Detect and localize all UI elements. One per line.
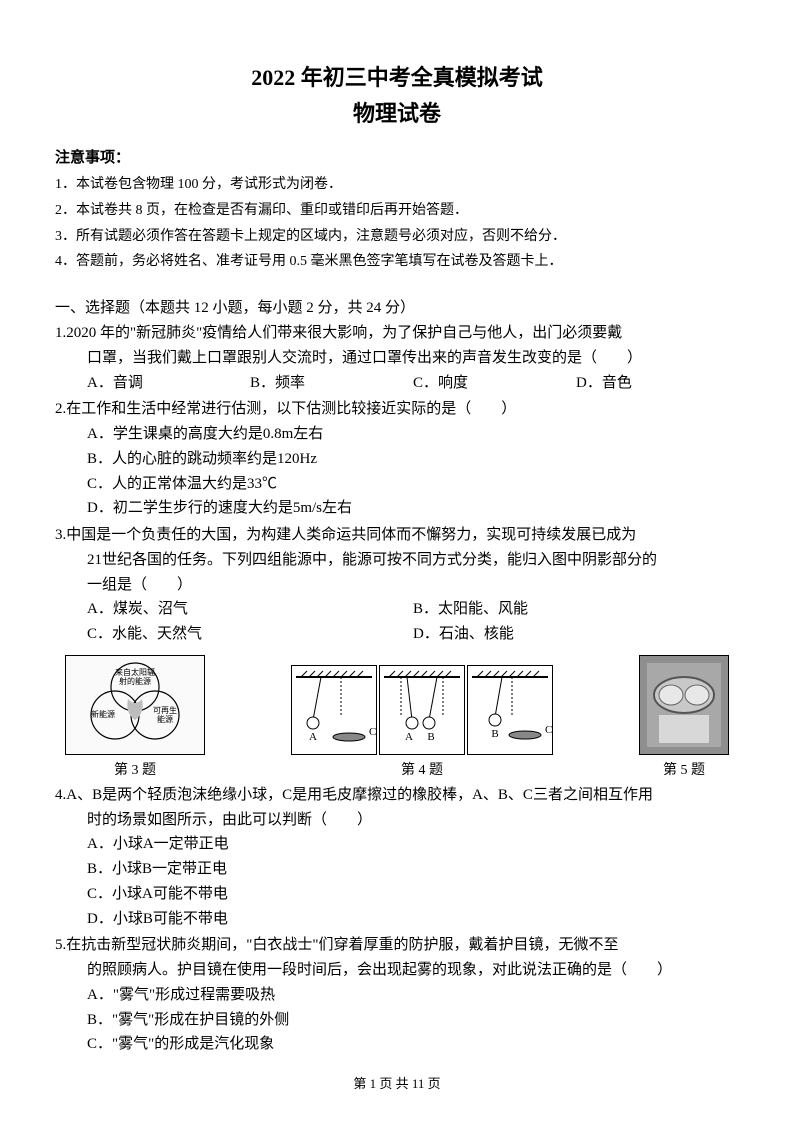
svg-text:B: B	[491, 728, 498, 740]
q4-stem-cont: 时的场景如图所示，由此可以判断（ ）	[55, 808, 739, 833]
figure-4: A C A B	[291, 665, 553, 779]
q5-stem-cont: 的照顾病人。护目镜在使用一段时间后，会出现起雾的现象，对此说法正确的是（ ）	[55, 958, 739, 983]
q2-option-c: C．人的正常体温大约是33℃	[55, 472, 739, 497]
pendulum-panels: A C A B	[291, 665, 553, 755]
pendulum-panel-3: B C	[467, 665, 553, 755]
q1-option-b: B．频率	[250, 371, 413, 396]
notice-item: 1．本试卷包含物理 100 分，考试形式为闭卷．	[55, 173, 739, 197]
figure-3: 来自太阳辐 射的能源 新能源 可再生 能源 第 3 题	[65, 655, 205, 779]
q3-option-c: C．水能、天然气	[87, 622, 413, 647]
svg-text:能源: 能源	[157, 714, 173, 724]
q2-stem: 2.在工作和生活中经常进行估测，以下估测比较接近实际的是（ ）	[55, 397, 739, 422]
page-footer: 第 1 页 共 11 页	[0, 1073, 794, 1092]
svg-text:C: C	[369, 726, 376, 738]
q4-option-b: B．小球B一定带正电	[55, 857, 739, 882]
q2-option-b: B．人的心脏的跳动频率约是120Hz	[55, 447, 739, 472]
q3-option-d: D．石油、核能	[413, 622, 739, 647]
venn-diagram-icon: 来自太阳辐 射的能源 新能源 可再生 能源	[65, 655, 205, 755]
notice-item: 2．本试卷共 8 页，在检查是否有漏印、重印或错印后再开始答题．	[55, 199, 739, 223]
q1-option-d: D．音色	[576, 371, 739, 396]
q4-option-c: C．小球A可能不带电	[55, 882, 739, 907]
venn-label-3: 可再生	[153, 705, 177, 715]
goggles-photo-icon	[639, 655, 729, 755]
figure-3-caption: 第 3 题	[114, 759, 156, 779]
q3-stem-cont2: 一组是（ ）	[55, 573, 739, 598]
q4-option-d: D．小球B可能不带电	[55, 907, 739, 932]
q4-stem: 4.A、B是两个轻质泡沫绝缘小球，C是用毛皮摩擦过的橡胶棒，A、B、C三者之间相…	[55, 783, 739, 808]
pendulum-panel-1: A C	[291, 665, 377, 755]
q1-stem: 1.2020 年的"新冠肺炎"疫情给人们带来很大影响，为了保护自己与他人，出门必…	[55, 321, 739, 346]
figure-4-caption: 第 4 题	[401, 759, 443, 779]
notice-item: 4．答题前，务必将姓名、准考证号用 0.5 毫米黑色签字笔填写在试卷及答题卡上．	[55, 250, 739, 274]
q3-option-a: A．煤炭、沼气	[87, 597, 413, 622]
figures-row: 来自太阳辐 射的能源 新能源 可再生 能源 第 3 题 A	[55, 655, 739, 779]
q3-stem-cont1: 21世纪各国的任务。下列四组能源中，能源可按不同方式分类，能归入图中阴影部分的	[55, 548, 739, 573]
figure-5: 第 5 题	[639, 655, 729, 779]
q1-option-a: A．音调	[87, 371, 250, 396]
q1-option-c: C．响度	[413, 371, 576, 396]
svg-text:C: C	[545, 724, 552, 736]
notice-item: 3．所有试题必须作答在答题卡上规定的区域内，注意题号必须对应，否则不给分．	[55, 225, 739, 249]
svg-text:A: A	[309, 731, 317, 743]
figure-5-caption: 第 5 题	[663, 759, 705, 779]
main-title: 2022 年初三中考全真模拟考试	[55, 60, 739, 92]
q2-option-a: A．学生课桌的高度大约是0.8m左右	[55, 422, 739, 447]
sub-title: 物理试卷	[55, 96, 739, 128]
q5-stem: 5.在抗击新型冠状肺炎期间，"白衣战士"们穿着厚重的防护服，戴着护目镜，无微不至	[55, 933, 739, 958]
q3-option-b: B．太阳能、风能	[413, 597, 739, 622]
q5-option-b: B．"雾气"形成在护目镜的外侧	[55, 1008, 739, 1033]
svg-text:射的能源: 射的能源	[119, 676, 151, 686]
pendulum-panel-2: A B	[379, 665, 465, 755]
svg-text:A: A	[405, 731, 413, 743]
q3-stem: 3.中国是一个负责任的大国，为构建人类命运共同体而不懈努力，实现可持续发展已成为	[55, 523, 739, 548]
q4-option-a: A．小球A一定带正电	[55, 832, 739, 857]
svg-text:B: B	[427, 731, 434, 743]
q5-option-a: A．"雾气"形成过程需要吸热	[55, 983, 739, 1008]
q5-option-c: C．"雾气"的形成是汽化现象	[55, 1032, 739, 1057]
venn-label-2: 新能源	[91, 709, 115, 719]
notice-heading: 注意事项：	[55, 146, 739, 167]
q2-option-d: D．初二学生步行的速度大约是5m/s左右	[55, 496, 739, 521]
q1-stem-cont: 口罩，当我们戴上口罩跟别人交流时，通过口罩传出来的声音发生改变的是（ ）	[55, 346, 739, 371]
section-heading: 一、选择题（本题共 12 小题，每小题 2 分，共 24 分）	[55, 296, 739, 317]
venn-label-1: 来自太阳辐	[115, 667, 155, 677]
